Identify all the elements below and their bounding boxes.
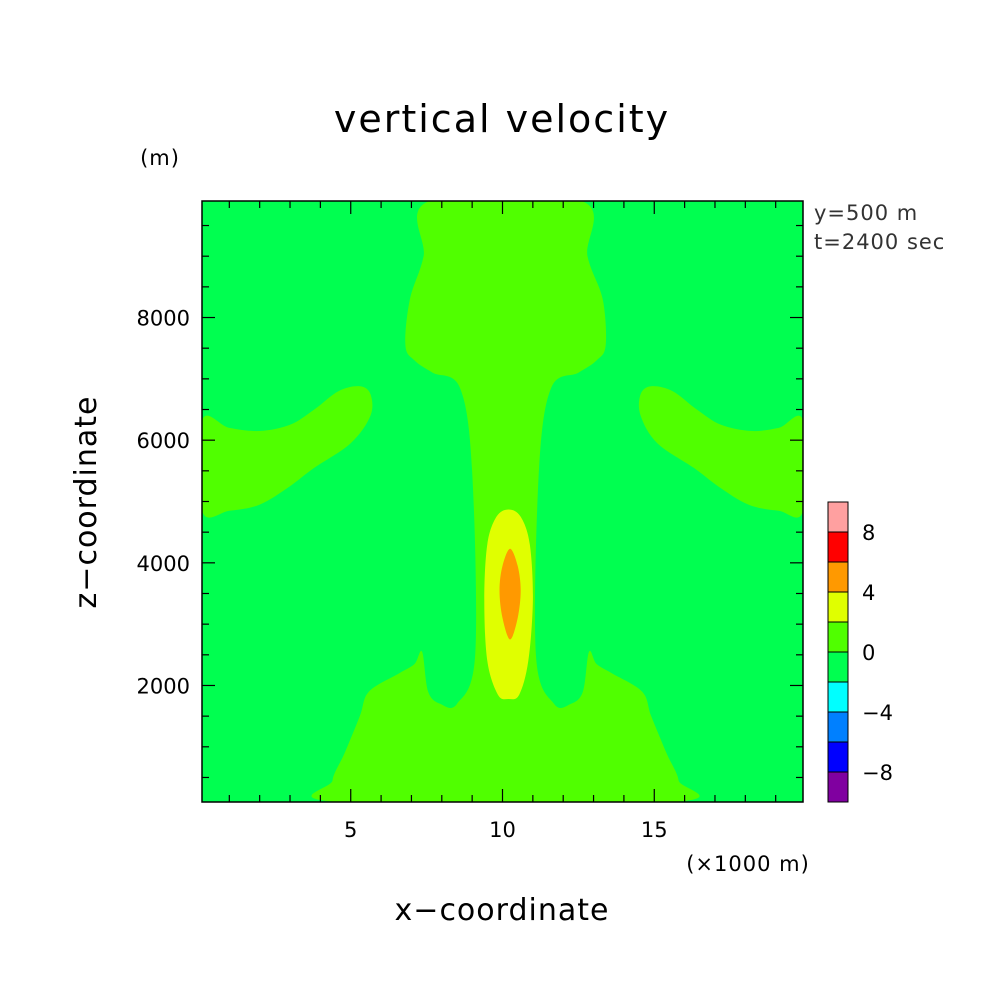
colorbar-swatch xyxy=(827,531,849,563)
annotation-y-position: y=500 m xyxy=(814,201,918,225)
colorbar-swatch xyxy=(827,651,849,683)
x-tick-label: 15 xyxy=(641,818,668,842)
x-axis-label: x−coordinate xyxy=(395,893,610,928)
x-tick-label: 10 xyxy=(489,818,516,842)
y-tick-label: 2000 xyxy=(137,674,190,698)
colorbar-swatch xyxy=(827,741,849,773)
x-axis-unit: (×1000 m) xyxy=(686,852,810,876)
x-tick-label: 5 xyxy=(344,818,357,842)
chart-title: vertical velocity xyxy=(334,97,670,141)
annotation-time: t=2400 sec xyxy=(814,230,945,254)
colorbar-tick-label: 4 xyxy=(862,581,875,605)
contour-plot-area xyxy=(202,201,803,802)
colorbar-tick-label: 8 xyxy=(862,521,875,545)
colorbar-swatch xyxy=(827,501,849,533)
colorbar-swatch xyxy=(827,771,849,803)
contour-region-band-0-to-2-plume xyxy=(311,201,700,802)
y-axis-unit: (m) xyxy=(140,146,180,170)
y-axis-label: z−coordinate xyxy=(69,396,104,609)
colorbar-swatch xyxy=(827,681,849,713)
colorbar-tick-label: −4 xyxy=(862,701,893,725)
contour-region-band-0-to-2-left-arm xyxy=(202,386,373,518)
y-tick-label: 8000 xyxy=(137,307,190,331)
colorbar-swatch xyxy=(827,561,849,593)
colorbar-swatch xyxy=(827,621,849,653)
contour-region-band-0-to-2-right-arm xyxy=(638,386,803,518)
y-tick-label: 4000 xyxy=(137,552,190,576)
colorbar-swatch xyxy=(827,711,849,743)
colorbar: −8 −4 0 4 8 xyxy=(827,501,893,803)
contour-region-band-4-to-6 xyxy=(499,548,521,640)
colorbar-swatch xyxy=(827,591,849,623)
colorbar-tick-label: −8 xyxy=(862,761,893,785)
x-axis-ticks: 5 10 15 xyxy=(228,201,777,842)
y-tick-label: 6000 xyxy=(137,429,190,453)
y-axis-ticks: 2000 4000 6000 8000 xyxy=(137,224,803,779)
colorbar-tick-label: 0 xyxy=(862,641,875,665)
